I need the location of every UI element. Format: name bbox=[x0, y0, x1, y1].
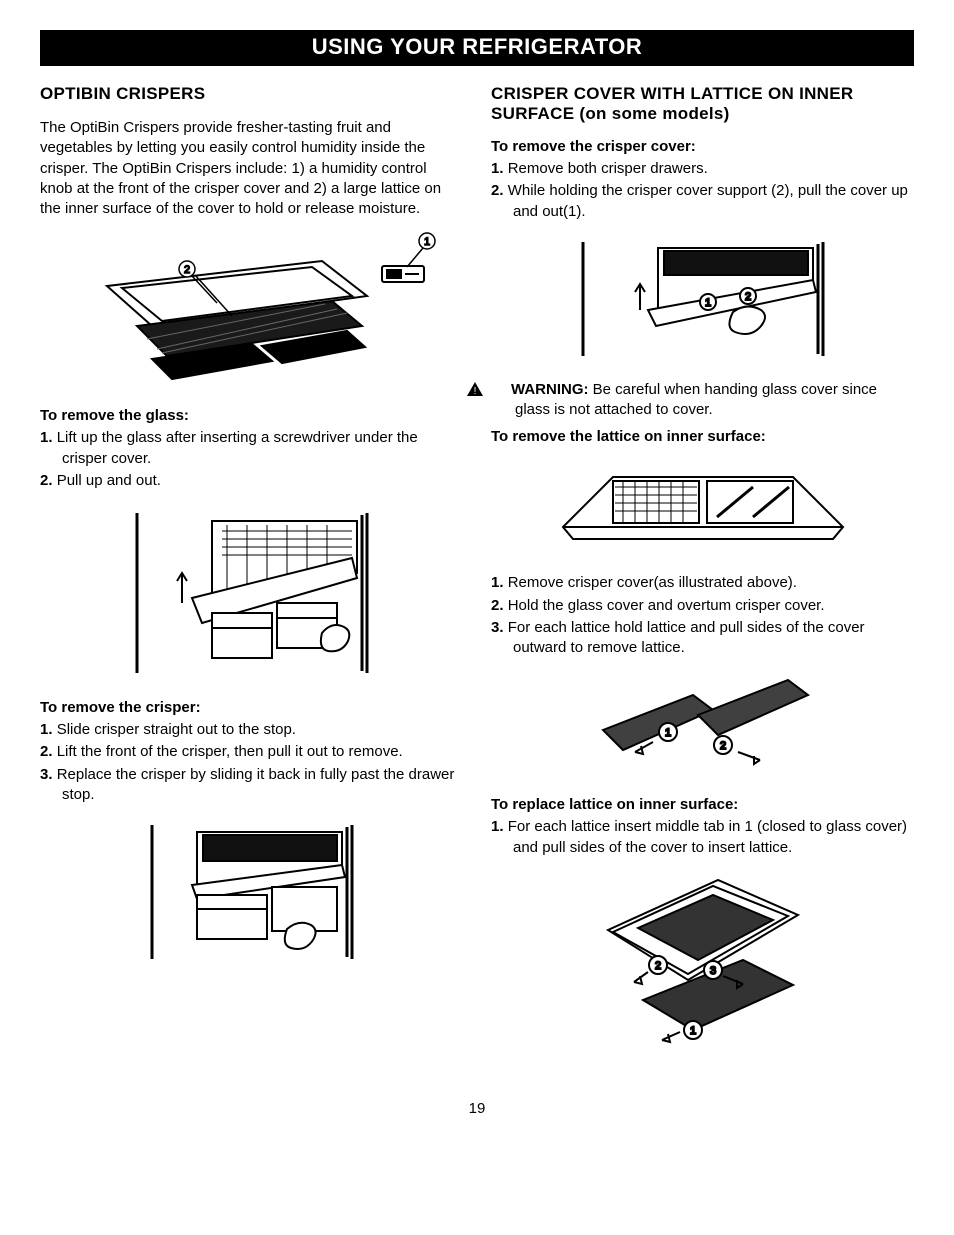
list-item: 2. Pull up and out. bbox=[40, 471, 463, 491]
list-item: 1. For each lattice insert middle tab in… bbox=[491, 817, 914, 858]
list-item: 1. Lift up the glass after inserting a s… bbox=[40, 428, 463, 469]
remove-glass-steps: 1. Lift up the glass after inserting a s… bbox=[40, 428, 463, 491]
svg-text:2: 2 bbox=[183, 264, 189, 276]
step-text: Lift the front of the crisper, then pull… bbox=[57, 743, 403, 760]
figure-lattice-underside bbox=[491, 457, 914, 557]
remove-lattice-steps: 1. Remove crisper cover(as illustrated a… bbox=[491, 573, 914, 658]
warning-line: ! WARNING: Be careful when handing glass… bbox=[491, 380, 914, 421]
step-text: Remove crisper cover(as illustrated abov… bbox=[508, 574, 797, 591]
remove-crisper-steps: 1. Slide crisper straight out to the sto… bbox=[40, 720, 463, 805]
remove-lattice-heading: To remove the lattice on inner surface: bbox=[491, 428, 914, 445]
list-item: 2. Hold the glass cover and overtum cris… bbox=[491, 596, 914, 616]
step-text: Pull up and out. bbox=[57, 472, 161, 489]
list-item: 1. Remove crisper cover(as illustrated a… bbox=[491, 573, 914, 593]
svg-text:1: 1 bbox=[689, 1025, 695, 1037]
svg-text:!: ! bbox=[474, 386, 477, 396]
figure-lattice-arrows: 1 2 bbox=[491, 670, 914, 780]
list-item: 3. For each lattice hold lattice and pul… bbox=[491, 618, 914, 659]
replace-lattice-heading: To replace lattice on inner surface: bbox=[491, 796, 914, 813]
optibin-intro: The OptiBin Crispers provide fresher-tas… bbox=[40, 118, 463, 219]
optibin-heading: OPTIBIN CRISPERS bbox=[40, 84, 463, 104]
remove-cover-heading: To remove the crisper cover: bbox=[491, 138, 914, 155]
step-text: Remove both crisper drawers. bbox=[508, 160, 708, 177]
replace-lattice-steps: 1. For each lattice insert middle tab in… bbox=[491, 817, 914, 858]
list-item: 3. Replace the crisper by sliding it bac… bbox=[40, 765, 463, 806]
list-item: 1. Slide crisper straight out to the sto… bbox=[40, 720, 463, 740]
page-banner: USING YOUR REFRIGERATOR bbox=[40, 30, 914, 66]
svg-text:2: 2 bbox=[719, 740, 725, 752]
step-text: Slide crisper straight out to the stop. bbox=[57, 721, 296, 738]
warning-label: WARNING: bbox=[511, 381, 589, 398]
figure-crisper-cover: 1 bbox=[40, 231, 463, 391]
step-text: Lift up the glass after inserting a scre… bbox=[57, 429, 418, 466]
svg-text:1: 1 bbox=[704, 297, 710, 309]
svg-text:1: 1 bbox=[423, 236, 429, 248]
remove-cover-steps: 1. Remove both crisper drawers. 2. While… bbox=[491, 159, 914, 222]
two-column-layout: OPTIBIN CRISPERS The OptiBin Crispers pr… bbox=[40, 84, 914, 1076]
figure-remove-cover: 1 2 bbox=[491, 234, 914, 364]
remove-glass-heading: To remove the glass: bbox=[40, 407, 463, 424]
figure-remove-glass bbox=[40, 503, 463, 683]
remove-crisper-heading: To remove the crisper: bbox=[40, 699, 463, 716]
figure-remove-crisper bbox=[40, 817, 463, 967]
left-column: OPTIBIN CRISPERS The OptiBin Crispers pr… bbox=[40, 84, 463, 1076]
right-column: CRISPER COVER WITH LATTICE ON INNER SURF… bbox=[491, 84, 914, 1076]
page-number: 19 bbox=[40, 1100, 914, 1117]
warning-icon: ! bbox=[491, 382, 507, 396]
svg-text:3: 3 bbox=[709, 965, 715, 977]
svg-text:2: 2 bbox=[744, 291, 750, 303]
crisper-cover-heading: CRISPER COVER WITH LATTICE ON INNER SURF… bbox=[491, 84, 914, 124]
step-text: For each lattice hold lattice and pull s… bbox=[508, 619, 865, 656]
list-item: 2. While holding the crisper cover suppo… bbox=[491, 181, 914, 222]
list-item: 2. Lift the front of the crisper, then p… bbox=[40, 742, 463, 762]
step-text: For each lattice insert middle tab in 1 … bbox=[508, 818, 907, 855]
svg-text:1: 1 bbox=[664, 727, 670, 739]
svg-text:2: 2 bbox=[654, 960, 660, 972]
step-text: Replace the crisper by sliding it back i… bbox=[57, 766, 455, 803]
step-text: While holding the crisper cover support … bbox=[508, 182, 908, 219]
figure-insert-lattice: 2 3 1 bbox=[491, 870, 914, 1060]
list-item: 1. Remove both crisper drawers. bbox=[491, 159, 914, 179]
step-text: Hold the glass cover and overtum crisper… bbox=[508, 597, 825, 614]
